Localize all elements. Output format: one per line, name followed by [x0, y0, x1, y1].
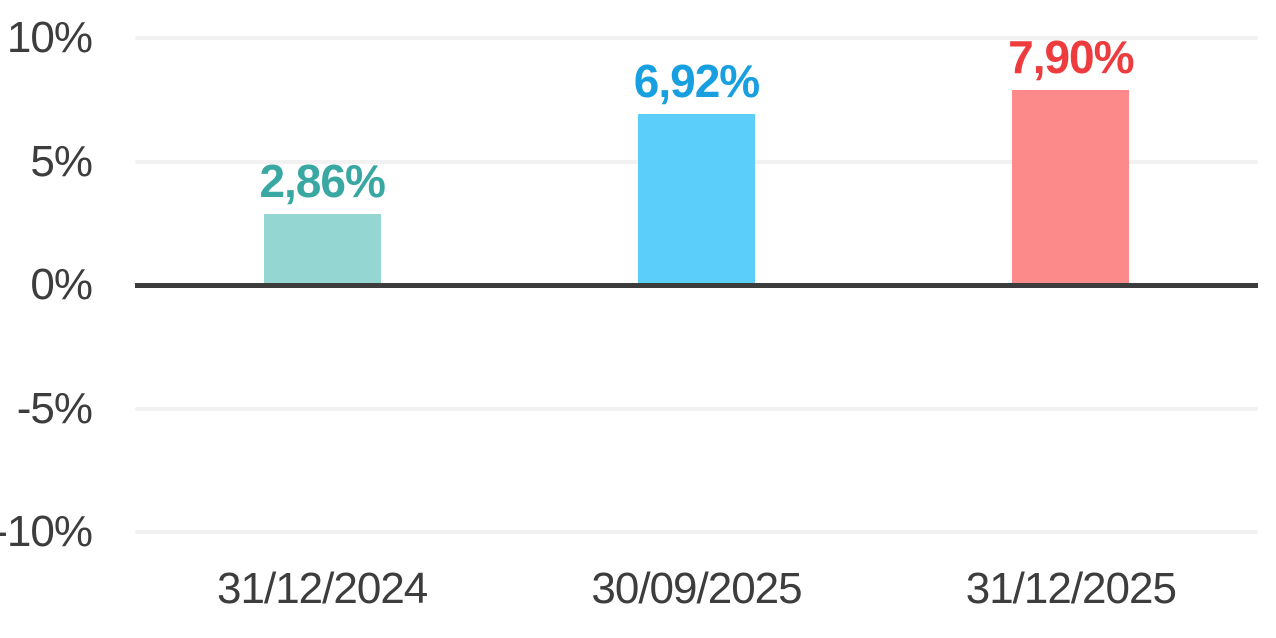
y-axis-tick-label: 10%	[6, 13, 93, 62]
y-axis-tick-label: -10%	[0, 507, 93, 556]
gridline	[135, 530, 1258, 534]
bar-31-12-2025	[1012, 89, 1130, 285]
bar-value-label: 7,90%	[1008, 30, 1134, 83]
bar-value-label: 6,92%	[633, 55, 760, 108]
gridline	[135, 36, 1258, 40]
x-axis-category-label: 30/09/2025	[591, 564, 802, 613]
bar-value-label: 2,86%	[259, 155, 385, 208]
gridline	[135, 406, 1258, 411]
y-axis-tick-label: -5%	[16, 383, 93, 433]
bar-31-12-2024	[263, 214, 381, 285]
y-axis-tick-label: 5%	[30, 136, 93, 186]
y-axis-tick-label: 0%	[30, 260, 93, 309]
x-axis-category-label: 31/12/2025	[965, 564, 1177, 613]
x-axis-category-label: 31/12/2024	[217, 564, 428, 613]
zero-axis-line	[135, 282, 1258, 288]
bar-30-09-2025	[638, 114, 755, 285]
